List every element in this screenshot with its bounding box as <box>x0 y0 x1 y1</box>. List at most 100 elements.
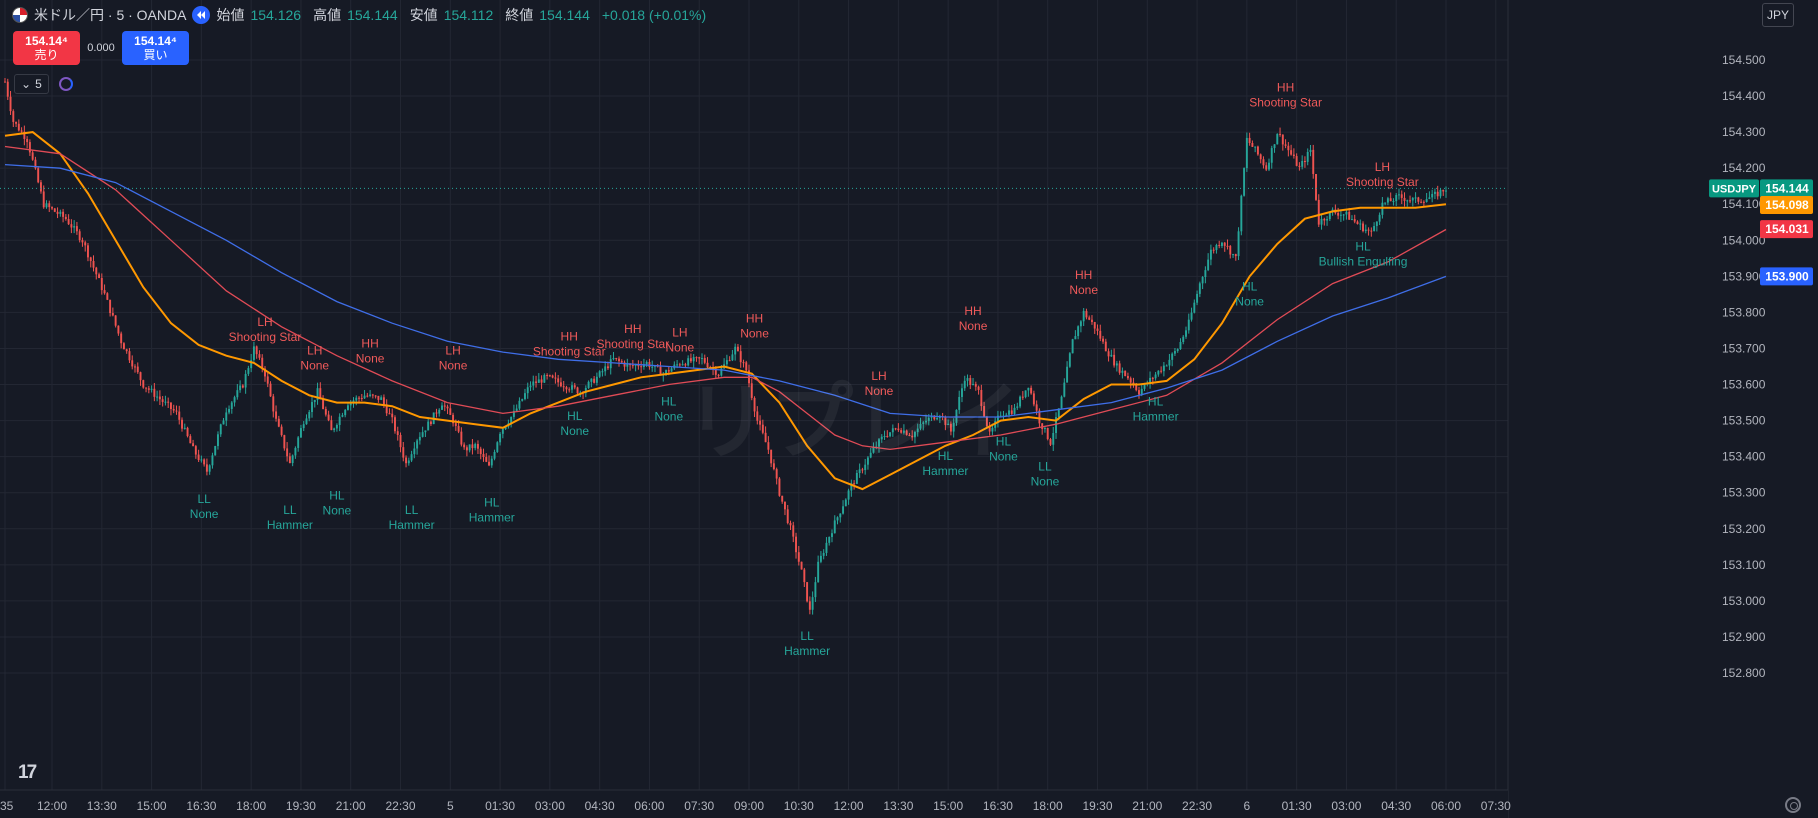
candle-body <box>1337 212 1340 216</box>
candle-body <box>789 523 792 526</box>
candle <box>692 354 695 368</box>
pattern-kind: HL <box>1355 240 1371 254</box>
candle <box>31 150 34 161</box>
candle-body <box>313 399 316 403</box>
candle <box>568 387 571 393</box>
candle-body <box>84 242 87 246</box>
pattern-name: Hammer <box>1133 410 1179 424</box>
price-axis-bg <box>1508 0 1818 818</box>
pattern-name: Hammer <box>784 644 830 658</box>
candle-body <box>972 383 975 385</box>
candle <box>869 448 872 459</box>
candle <box>1290 144 1293 156</box>
candle <box>1422 200 1425 207</box>
rewind-icon[interactable] <box>192 6 211 24</box>
candle-body <box>288 456 291 464</box>
candle-body <box>1420 201 1423 203</box>
candle-body <box>128 351 131 361</box>
candle-body <box>1433 191 1436 194</box>
candle-body <box>1417 197 1420 202</box>
sell-button[interactable]: 154.14⁴ 売り <box>13 31 80 65</box>
candle-body <box>225 412 228 421</box>
candle <box>947 419 950 426</box>
interval-toggle[interactable]: ⌄ 5 <box>14 74 49 94</box>
candle <box>1287 142 1290 157</box>
candle <box>1273 144 1276 153</box>
candle <box>407 457 410 466</box>
price-tag-bg <box>1760 267 1813 286</box>
candle-body <box>122 343 125 350</box>
candle-body <box>322 399 325 409</box>
candle <box>1398 188 1400 200</box>
pattern-kind: LH <box>445 344 460 358</box>
candle-body <box>518 400 521 409</box>
candle <box>1212 247 1215 254</box>
candle <box>911 430 914 441</box>
candle-body <box>374 395 377 397</box>
candle <box>728 356 731 362</box>
candle-body <box>92 261 95 268</box>
candle <box>1099 324 1102 342</box>
candle-body <box>230 402 233 409</box>
candle-body <box>584 387 587 393</box>
candle-body <box>1229 245 1232 255</box>
pattern-kind: LL <box>405 503 419 517</box>
candle-body <box>1398 194 1400 196</box>
candle-body <box>441 405 443 410</box>
symbol-title[interactable]: 米ドル／円 · 5 · OANDA <box>34 7 187 23</box>
candle-body <box>396 431 399 435</box>
candle-body <box>546 375 549 377</box>
candle-body <box>537 379 540 383</box>
candle <box>855 470 858 484</box>
candle <box>75 221 78 235</box>
candle-body <box>861 469 864 471</box>
candle <box>847 488 850 505</box>
time-tick-label: 03:00 <box>1331 799 1361 813</box>
candle <box>1251 140 1254 148</box>
currency-button[interactable]: JPY <box>1762 3 1794 27</box>
candle-body <box>922 422 925 424</box>
candle <box>214 445 217 456</box>
candle-body <box>1273 144 1276 149</box>
candle-body <box>211 455 214 466</box>
candle-body <box>676 364 679 366</box>
settings-gear-icon[interactable] <box>1785 797 1801 813</box>
candle <box>208 464 211 475</box>
candle <box>388 408 391 415</box>
candle-body <box>186 427 189 437</box>
candle <box>324 406 327 417</box>
candle-body <box>252 346 255 360</box>
candle-body <box>139 372 142 381</box>
candle <box>1256 145 1259 156</box>
candle-body <box>1052 433 1055 445</box>
candle-body <box>490 458 493 466</box>
candle-body <box>391 413 394 418</box>
candle <box>1265 162 1268 172</box>
spread-value: 0.000 <box>87 42 115 54</box>
candle <box>980 384 983 411</box>
price-tag-bg <box>1760 195 1813 214</box>
candle <box>1043 427 1046 433</box>
candle-body <box>1046 428 1049 440</box>
candle <box>786 504 789 525</box>
candle-body <box>526 387 529 394</box>
candle <box>305 414 308 425</box>
candle-body <box>1262 159 1265 166</box>
time-tick-label: 16:30 <box>983 799 1013 813</box>
candle-body <box>214 446 217 456</box>
candle-body <box>269 383 272 397</box>
candle <box>1234 253 1237 261</box>
tradingview-logo[interactable]: 17 <box>18 762 37 783</box>
candle <box>1209 244 1212 266</box>
candle <box>313 399 316 408</box>
candle-body <box>701 357 703 359</box>
pattern-kind: HL <box>996 434 1012 448</box>
candle <box>1433 188 1436 200</box>
candle <box>1115 360 1118 372</box>
pattern-name: Hammer <box>922 464 968 478</box>
buy-button[interactable]: 154.14⁴ 買い <box>122 31 189 65</box>
